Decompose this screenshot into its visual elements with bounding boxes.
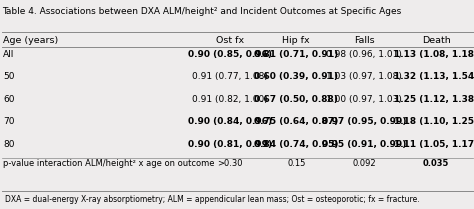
Text: 0.81 (0.71, 0.91): 0.81 (0.71, 0.91) [254,50,338,59]
Text: 0.90 (0.81, 0.99): 0.90 (0.81, 0.99) [188,140,272,149]
Text: Falls: Falls [354,36,374,45]
Text: Death: Death [422,36,450,45]
Text: 0.035: 0.035 [423,159,449,168]
Text: 1.32 (1.13, 1.54): 1.32 (1.13, 1.54) [394,72,474,81]
Text: >0.30: >0.30 [217,159,243,168]
Text: 0.15: 0.15 [287,159,305,168]
Text: All: All [3,50,15,59]
Text: 0.84 (0.74, 0.95): 0.84 (0.74, 0.95) [254,140,338,149]
Text: 80: 80 [3,140,15,149]
Text: 1.00 (0.97, 1.03): 1.00 (0.97, 1.03) [326,95,402,104]
Text: 0.75 (0.64, 0.87): 0.75 (0.64, 0.87) [254,117,338,126]
Text: 60: 60 [3,95,15,104]
Text: 70: 70 [3,117,15,126]
Text: Age (years): Age (years) [3,36,59,45]
Text: 0.98 (0.96, 1.01): 0.98 (0.96, 1.01) [326,50,402,59]
Text: p-value interaction ALM/height² x age on outcome: p-value interaction ALM/height² x age on… [3,159,215,168]
Text: 0.67 (0.50, 0.88): 0.67 (0.50, 0.88) [255,95,338,104]
Text: 0.60 (0.39, 0.91): 0.60 (0.39, 0.91) [254,72,338,81]
Text: 0.90 (0.84, 0.96): 0.90 (0.84, 0.96) [188,117,272,126]
Text: 0.092: 0.092 [352,159,376,168]
Text: 1.11 (1.05, 1.17): 1.11 (1.05, 1.17) [394,140,474,149]
Text: 0.97 (0.95, 0.99): 0.97 (0.95, 0.99) [322,117,406,126]
Text: 0.91 (0.77, 1.08): 0.91 (0.77, 1.08) [192,72,268,81]
Text: 0.90 (0.85, 0.96): 0.90 (0.85, 0.96) [188,50,272,59]
Text: Hip fx: Hip fx [283,36,310,45]
Text: 0.91 (0.82, 1.00): 0.91 (0.82, 1.00) [192,95,268,104]
Text: 1.18 (1.10, 1.25): 1.18 (1.10, 1.25) [394,117,474,126]
Text: 0.95 (0.91, 0.99): 0.95 (0.91, 0.99) [322,140,406,149]
Text: Ost fx: Ost fx [216,36,244,45]
Text: 1.25 (1.12, 1.38): 1.25 (1.12, 1.38) [394,95,474,104]
Text: 50: 50 [3,72,15,81]
Text: Table 4. Associations between DXA ALM/height² and Incident Outcomes at Specific : Table 4. Associations between DXA ALM/he… [2,7,401,16]
Text: 1.03 (0.97, 1.08): 1.03 (0.97, 1.08) [326,72,402,81]
Text: DXA = dual-energy X-ray absorptiometry; ALM = appendicular lean mass; Ost = oste: DXA = dual-energy X-ray absorptiometry; … [5,195,419,204]
Text: 1.13 (1.08, 1.18): 1.13 (1.08, 1.18) [394,50,474,59]
